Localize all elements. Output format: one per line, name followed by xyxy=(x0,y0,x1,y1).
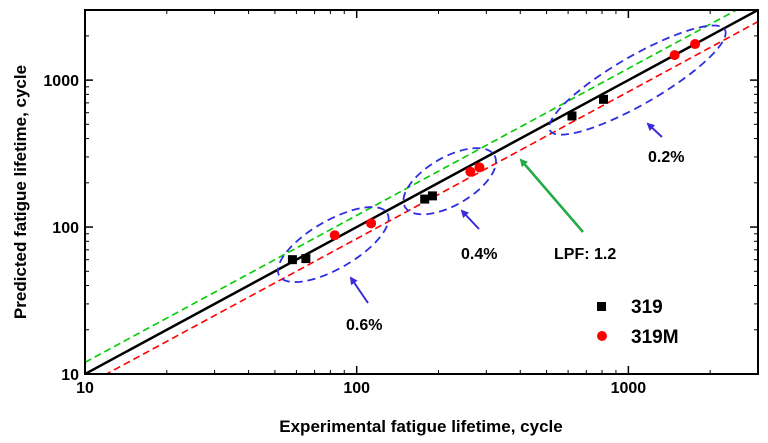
ellipse-group-0.4% xyxy=(402,147,497,216)
arrow-0.4 xyxy=(460,209,480,230)
point-319M-4 xyxy=(669,50,680,61)
x-tick-label-100: 100 xyxy=(343,380,370,397)
ellipse-group-0.6% xyxy=(276,206,390,283)
annotation-0.6: 0.6% xyxy=(346,317,382,334)
legend-marker-319M xyxy=(597,331,607,341)
annotation-0.4: 0.4% xyxy=(461,246,497,263)
legend-label-319: 319 xyxy=(631,297,663,318)
point-319M-1 xyxy=(366,218,377,229)
y-axis-title: Predicted fatigue lifetime, cycle xyxy=(11,65,30,319)
legend-label-319M: 319M xyxy=(631,327,679,348)
axis-ticks: 10 100 1000 10 100 1000 xyxy=(43,10,758,397)
arrow-lpf xyxy=(519,158,584,233)
point-319-2 xyxy=(420,194,430,204)
point-319M-5 xyxy=(690,39,701,50)
x-tick-label-1000: 1000 xyxy=(611,380,647,397)
point-319M-0 xyxy=(329,230,340,241)
plot-area xyxy=(85,10,758,374)
reference-line-1:1 xyxy=(85,10,758,374)
point-319-1 xyxy=(301,254,311,264)
arrow-0.6 xyxy=(349,276,369,304)
point-319-0 xyxy=(287,255,297,265)
annotations: 0.6% 0.4% 0.2% LPF: 1.2 xyxy=(346,122,684,334)
y-tick-label-1000: 1000 xyxy=(43,73,79,90)
legend: 319 319M xyxy=(597,297,679,348)
axes-frame xyxy=(84,9,759,375)
ellipse-group-0.2% xyxy=(548,24,727,136)
arrow-0.2 xyxy=(646,122,663,138)
plot-frame xyxy=(84,9,759,375)
y-tick-label-10: 10 xyxy=(61,367,79,384)
annotation-0.2: 0.2% xyxy=(648,149,684,166)
x-tick-label-10: 10 xyxy=(76,380,94,397)
annotation-lpf: LPF: 1.2 xyxy=(554,246,616,263)
reference-line-upper xyxy=(85,10,739,364)
point-319M-2 xyxy=(465,166,476,177)
x-axis-title: Experimental fatigue lifetime, cycle xyxy=(279,417,562,436)
legend-marker-319 xyxy=(597,302,606,311)
y-tick-label-100: 100 xyxy=(52,220,79,237)
point-319-3 xyxy=(427,191,437,201)
point-319-4 xyxy=(567,111,577,121)
point-319-5 xyxy=(599,94,609,104)
point-319M-3 xyxy=(474,162,485,173)
reference-line-lower xyxy=(104,20,758,374)
